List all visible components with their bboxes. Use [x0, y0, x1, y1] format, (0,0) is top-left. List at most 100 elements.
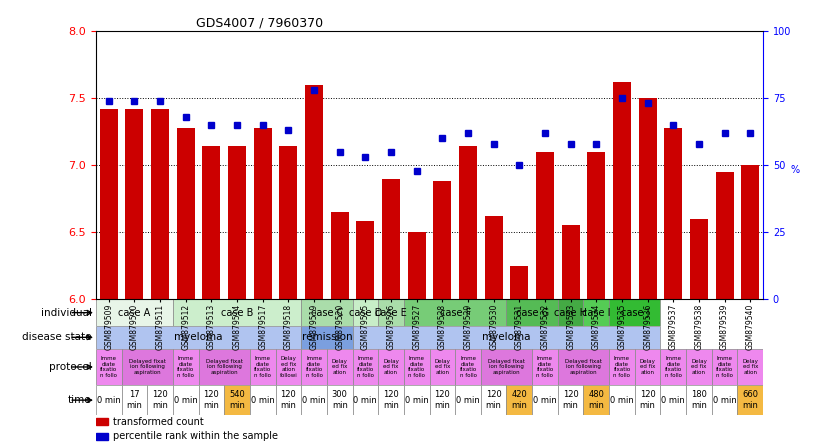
Text: case E: case E [375, 308, 407, 317]
Bar [561, 226, 580, 299]
Text: 0 min: 0 min [456, 396, 480, 404]
Text: percentile rank within the sample: percentile rank within the sample [113, 432, 278, 441]
Y-axis label: %: % [791, 165, 800, 175]
Text: 0 min: 0 min [302, 396, 326, 404]
Bar [404, 385, 430, 415]
Bar [353, 299, 378, 326]
Text: individual: individual [41, 308, 92, 317]
Bar [716, 172, 734, 299]
Text: 0 min: 0 min [713, 396, 736, 404]
Bar [609, 349, 635, 385]
Text: 17
min: 17 min [127, 390, 143, 410]
Bar [254, 127, 272, 299]
Bar [665, 127, 682, 299]
Bar [96, 433, 108, 440]
Bar [404, 349, 430, 385]
Text: case A: case A [118, 308, 150, 317]
Text: Delayed fixat
ion following
aspiration: Delayed fixat ion following aspiration [565, 359, 602, 375]
Bar [584, 385, 609, 415]
Bar [353, 385, 378, 415]
Bar [661, 349, 686, 385]
Text: Imme
diate
fixatio
n follo: Imme diate fixatio n follo [177, 356, 194, 378]
Bar [690, 219, 708, 299]
Text: 0 min: 0 min [533, 396, 557, 404]
Text: 120
min: 120 min [563, 390, 579, 410]
Bar [96, 299, 173, 326]
Bar [408, 232, 425, 299]
Bar [434, 181, 451, 299]
Text: myeloma: myeloma [482, 333, 530, 342]
Bar [122, 385, 148, 415]
Text: Delayed fixat
ion following
aspiration: Delayed fixat ion following aspiration [206, 359, 243, 375]
Bar [356, 222, 374, 299]
Bar [96, 418, 108, 425]
Bar [100, 109, 118, 299]
Bar [198, 385, 224, 415]
Bar [506, 299, 558, 326]
Bar [686, 385, 711, 415]
Bar [558, 349, 609, 385]
Bar [275, 385, 301, 415]
Text: case D: case D [349, 308, 382, 317]
Text: myeloma: myeloma [174, 333, 223, 342]
Bar [430, 349, 455, 385]
Bar [198, 349, 250, 385]
Bar [96, 349, 122, 385]
Text: 300
min: 300 min [332, 390, 348, 410]
Text: 120
min: 120 min [203, 390, 219, 410]
Text: 0 min: 0 min [251, 396, 274, 404]
Bar [173, 299, 301, 326]
Bar [481, 385, 506, 415]
Bar [203, 147, 220, 299]
Bar [455, 349, 481, 385]
Bar [532, 385, 558, 415]
Text: 120
min: 120 min [485, 390, 501, 410]
Text: 480
min: 480 min [588, 390, 605, 410]
Bar [481, 349, 532, 385]
Text: Imme
diate
fixatio
n follo: Imme diate fixatio n follo [305, 356, 323, 378]
Bar [301, 326, 353, 349]
Text: case G: case G [515, 308, 549, 317]
Bar [250, 349, 275, 385]
Text: Imme
diate
fixatio
n follo: Imme diate fixatio n follo [460, 356, 476, 378]
Bar [228, 147, 246, 299]
Text: 120
min: 120 min [435, 390, 450, 410]
Text: 0 min: 0 min [661, 396, 686, 404]
Text: transformed count: transformed count [113, 416, 203, 427]
Bar [382, 178, 400, 299]
Bar [613, 82, 631, 299]
Bar [459, 147, 477, 299]
Bar [301, 349, 327, 385]
Bar [711, 349, 737, 385]
Bar [737, 349, 763, 385]
Text: case H: case H [554, 308, 587, 317]
Bar [506, 385, 532, 415]
Text: GDS4007 / 7960370: GDS4007 / 7960370 [196, 17, 323, 30]
Text: Delay
ed fix
ation: Delay ed fix ation [691, 359, 707, 375]
Bar [96, 326, 301, 349]
Text: 120
min: 120 min [383, 390, 399, 410]
Bar [510, 266, 528, 299]
Text: Imme
diate
fixatio
n follo: Imme diate fixatio n follo [100, 356, 118, 378]
Bar [148, 385, 173, 415]
Text: case I: case I [582, 308, 610, 317]
Bar [635, 349, 661, 385]
Bar [327, 349, 353, 385]
Text: Delay
ed fix
ation
followi: Delay ed fix ation followi [279, 356, 297, 378]
Text: case F: case F [440, 308, 471, 317]
Bar [353, 349, 378, 385]
Text: 120
min: 120 min [640, 390, 656, 410]
Bar [741, 165, 759, 299]
Text: 0 min: 0 min [404, 396, 429, 404]
Text: 540
min: 540 min [229, 390, 245, 410]
Text: 120
min: 120 min [280, 390, 296, 410]
Bar [686, 349, 711, 385]
Text: Imme
diate
fixatio
n follo: Imme diate fixatio n follo [665, 356, 682, 378]
Bar [661, 385, 686, 415]
Text: Delay
ed fix
ation: Delay ed fix ation [640, 359, 656, 375]
Bar [404, 299, 506, 326]
Text: time: time [68, 395, 92, 405]
Bar [331, 212, 349, 299]
Bar [635, 385, 661, 415]
Bar [279, 147, 298, 299]
